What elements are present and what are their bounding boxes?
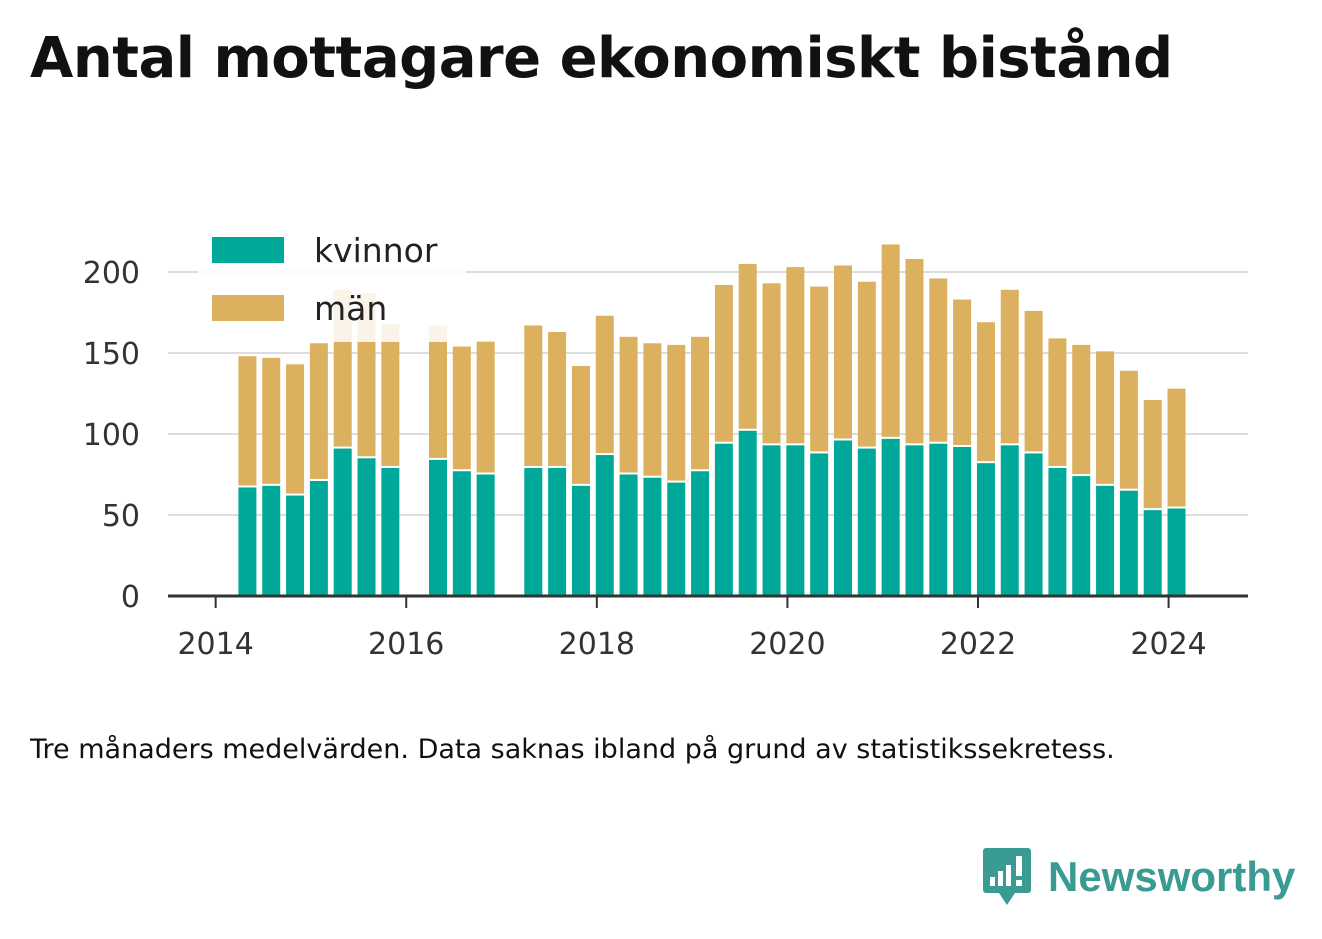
x-tick-label: 2022 (940, 627, 1016, 662)
chart-title: Antal mottagare ekonomiskt bistånd (30, 26, 1173, 91)
bar-man (857, 281, 876, 447)
bar-kvinnor (786, 445, 805, 596)
bar-kvinnor (857, 448, 876, 596)
bar-kvinnor (1167, 508, 1186, 596)
bar-man (452, 346, 471, 470)
bar-man (667, 344, 686, 481)
legend-swatch (212, 237, 284, 263)
bar-kvinnor (429, 459, 447, 596)
bar-man (1167, 388, 1186, 507)
bar-kvinnor (691, 471, 710, 596)
bar-kvinnor (357, 458, 376, 596)
bar-man (881, 244, 900, 437)
bar-man (786, 267, 805, 444)
bar-man (1000, 289, 1019, 444)
bar-man (571, 365, 590, 484)
bar-kvinnor (810, 453, 829, 596)
bar-kvinnor (1000, 445, 1019, 596)
bar-kvinnor (667, 482, 686, 596)
y-tick-label: 50 (102, 499, 140, 534)
bar-chart: 0 50 100 150 200 2014 2016 2018 2020 2022 2024 kvi… (82, 222, 1248, 662)
bar-man (953, 299, 972, 445)
bar-kvinnor (286, 495, 305, 596)
brand-name: Newsworthy (1048, 853, 1296, 900)
bar-kvinnor (476, 474, 495, 596)
bar-man (1048, 338, 1067, 467)
bar-man (1024, 310, 1043, 452)
y-tick-label: 0 (121, 580, 140, 615)
bar-kvinnor (1024, 453, 1043, 596)
bar-kvinnor (976, 463, 995, 596)
bar-kvinnor (619, 474, 638, 596)
bar-man (929, 278, 948, 442)
y-tick-label: 100 (83, 418, 140, 453)
bar-kvinnor (262, 485, 281, 596)
bar-kvinnor (1072, 476, 1091, 596)
bar-kvinnor (381, 468, 400, 596)
bar-man (619, 336, 638, 473)
y-tick-label: 150 (83, 337, 140, 372)
bar-man (524, 325, 543, 467)
axes: 0 50 100 150 200 2014 2016 2018 2020 2022 2024 (83, 256, 1248, 662)
bar-kvinnor (714, 443, 733, 596)
x-tick-label: 2014 (177, 627, 253, 662)
bar-kvinnor (1143, 510, 1162, 596)
x-tick-label: 2016 (368, 627, 444, 662)
bar-kvinnor (1096, 485, 1115, 596)
bar-kvinnor (452, 471, 471, 596)
bar-man (429, 325, 447, 458)
legend-label: kvinnor (314, 231, 438, 270)
bar-man (286, 364, 305, 494)
bar-man (1119, 370, 1138, 489)
bar-kvinnor (643, 477, 662, 596)
bar-kvinnor (905, 445, 924, 596)
bar-kvinnor (762, 445, 781, 596)
brand[interactable]: Newsworthy (982, 846, 1295, 908)
bar-kvinnor (929, 443, 948, 596)
bar-man (381, 323, 400, 467)
bar-man (691, 336, 710, 470)
bar-man (976, 322, 995, 462)
bar-kvinnor (953, 446, 972, 596)
bar-man (834, 265, 852, 439)
legend: kvinnor män (198, 222, 466, 342)
x-tick-label: 2024 (1130, 627, 1206, 662)
bar-man (262, 357, 281, 484)
bar-kvinnor (738, 430, 757, 596)
x-tick-label: 2018 (559, 627, 635, 662)
bar-man (905, 259, 924, 444)
bar-man (1072, 344, 1091, 475)
bar-man (762, 283, 781, 444)
bar-man (476, 341, 495, 473)
bar-kvinnor (571, 485, 590, 596)
bar-man (643, 343, 662, 476)
bar-kvinnor (1119, 490, 1138, 596)
bar-kvinnor (309, 480, 328, 596)
bar-man (810, 286, 829, 452)
newsworthy-logo-icon (983, 848, 1031, 905)
bar-man (738, 263, 757, 429)
bar-man (595, 315, 614, 454)
bar-man (1143, 399, 1162, 509)
bar-kvinnor (1048, 468, 1067, 596)
bar-man (238, 356, 257, 486)
legend-label: män (314, 289, 387, 328)
bar-man (1096, 351, 1115, 484)
legend-swatch (212, 295, 284, 321)
bar-kvinnor (834, 440, 852, 596)
bar-kvinnor (881, 438, 900, 596)
footnote: Tre månaders medelvärden. Data saknas ib… (30, 734, 1115, 765)
bar-kvinnor (595, 455, 614, 596)
bar-kvinnor (333, 448, 352, 596)
bar-kvinnor (524, 468, 543, 596)
y-tick-label: 200 (83, 256, 140, 291)
bar-man (714, 284, 733, 442)
bar-man (309, 343, 328, 479)
bar-man (548, 331, 567, 467)
bar-kvinnor (548, 468, 567, 596)
bar-kvinnor (238, 487, 257, 596)
x-tick-label: 2020 (749, 627, 825, 662)
